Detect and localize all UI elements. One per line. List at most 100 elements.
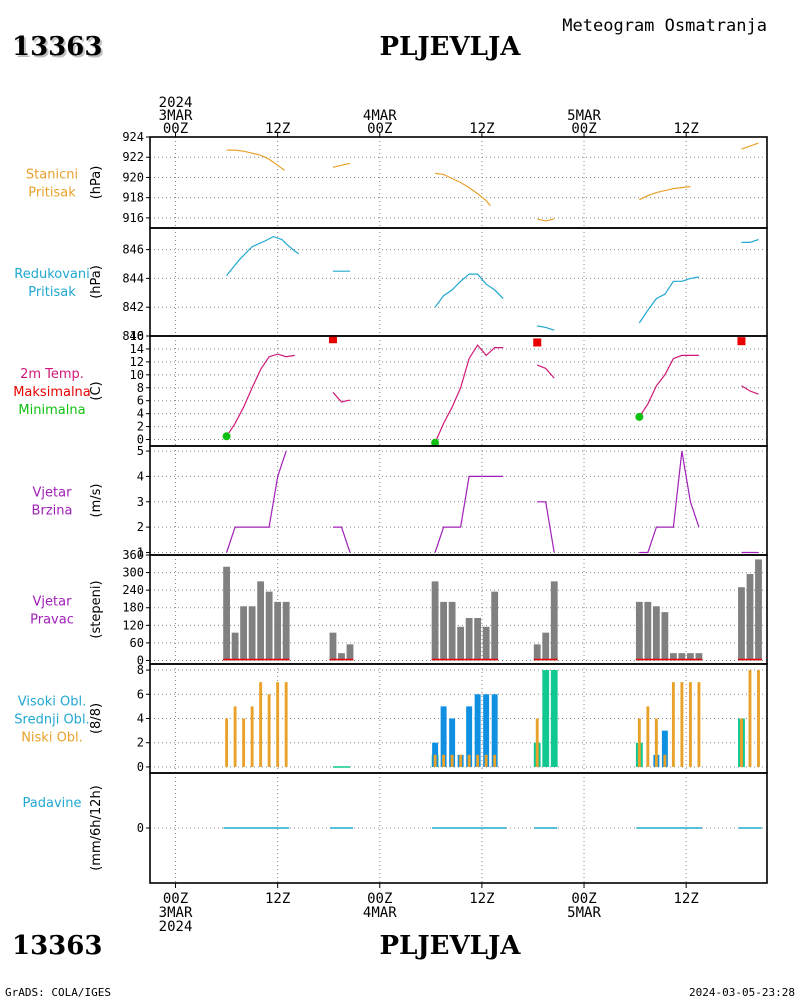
series-line [226, 235, 300, 276]
low-cloud-bar [450, 754, 454, 767]
wind-dir-bar [661, 612, 669, 661]
series-line [434, 475, 504, 553]
mid-cloud-bar [474, 694, 481, 767]
wind-dir-bar [542, 632, 550, 661]
series-line [333, 526, 351, 553]
y-axis-title: (8/8) [89, 703, 104, 734]
panel-label: Brzina [32, 504, 73, 519]
wind-dir-bar [474, 617, 482, 661]
y-tick-label: 16 [130, 329, 144, 343]
y-tick-label: 2 [137, 736, 144, 750]
wind-dir-bar [482, 626, 490, 661]
low-cloud-bar [671, 682, 675, 767]
low-cloud-bar [233, 706, 237, 767]
time-label-top: 3MAR [159, 108, 193, 124]
mid-cloud-bar [661, 730, 668, 767]
low-cloud-bar [654, 718, 658, 767]
series-line [741, 238, 759, 243]
low-cloud-bar [646, 706, 650, 767]
series-line [639, 451, 700, 554]
y-tick-label: 4 [137, 469, 144, 483]
time-label-top: 00Z [571, 121, 596, 137]
y-tick-label: 8 [137, 663, 144, 677]
series-line [741, 142, 759, 150]
y-tick-label: 1 [137, 545, 144, 559]
station-id-bottom: 13363 [12, 931, 102, 961]
low-cloud-bar [284, 682, 288, 767]
series-line [741, 385, 759, 395]
time-label-bottom: 00Z [571, 891, 596, 907]
time-label-bottom: 4MAR [363, 905, 397, 921]
max-temp-marker [737, 337, 746, 346]
low-cloud-bar [493, 754, 497, 767]
footer-right: 2024-03-05-23:28 [689, 986, 795, 999]
y-tick-label: 2 [137, 520, 144, 534]
series-line [434, 273, 504, 308]
wind-dir-bar [695, 653, 703, 661]
time-label-bottom: 5MAR [567, 905, 601, 921]
time-label-top: 12Z [265, 121, 290, 137]
wind-dir-bar [738, 587, 745, 661]
footer-left: GrADS: COLA/IGES [5, 986, 111, 999]
panel-label: Niski Obl. [21, 731, 83, 746]
panel-frame [149, 772, 768, 884]
y-axis-title: (m/s) [89, 484, 104, 518]
low-cloud-bar [688, 682, 692, 767]
panel-label: Stanicni [26, 168, 78, 183]
low-cloud-bar [225, 718, 229, 767]
y-axis-title: (hPa) [89, 166, 104, 200]
wind-dir-bar [257, 581, 265, 661]
wind-dir-bar [440, 601, 448, 661]
wind-dir-bar [678, 653, 686, 661]
series-line [226, 149, 285, 171]
wind-dir-bar [550, 581, 558, 661]
time-label-bottom: 00Z [367, 891, 392, 907]
wind-dir-bar [240, 606, 248, 661]
y-tick-label: 180 [122, 601, 144, 615]
time-label-top: 12Z [674, 121, 699, 137]
time-label-top: 2024 [159, 95, 193, 111]
wind-dir-bar [338, 653, 345, 661]
station-id-top: 13363 [12, 32, 102, 62]
low-cloud-bar [276, 682, 280, 767]
low-cloud-bar [267, 694, 271, 767]
min-temp-marker [222, 432, 231, 441]
low-cloud-bar [680, 682, 684, 767]
y-tick-label: 0 [137, 760, 144, 774]
y-tick-label: 5 [137, 444, 144, 458]
wind-dir-bar [644, 601, 652, 661]
y-tick-label: 0 [137, 821, 144, 835]
y-tick-label: 300 [122, 566, 144, 580]
series-line [332, 162, 351, 168]
y-tick-label: 0 [137, 433, 144, 447]
wind-dir-bar [346, 644, 354, 661]
series-line [434, 344, 504, 444]
panel-frame [149, 335, 768, 447]
panel-label: Padavine [23, 796, 82, 811]
y-tick-label: 8 [137, 381, 144, 395]
time-label-top: 12Z [469, 121, 494, 137]
panel-label: 2m Temp. [20, 367, 84, 382]
y-tick-label: 4 [137, 407, 144, 421]
panel-frame [149, 227, 768, 337]
high-cloud-bar [550, 670, 558, 767]
series-line [536, 364, 555, 379]
y-tick-label: 840 [122, 329, 144, 343]
y-axis-title: (stepeni) [89, 580, 104, 638]
y-tick-label: 924 [122, 130, 144, 144]
min-temp-marker [635, 412, 644, 421]
wind-dir-bar [248, 606, 256, 661]
wind-dir-bar [465, 617, 473, 661]
wind-dir-bar [282, 601, 290, 661]
wind-dir-bar [329, 632, 337, 661]
series-line [435, 172, 491, 207]
low-cloud-bar [467, 754, 471, 767]
y-tick-label: 240 [122, 583, 144, 597]
low-cloud-bar [250, 706, 254, 767]
panel-label: Maksimalna [13, 385, 91, 400]
low-cloud-bar [259, 682, 263, 767]
wind-dir-bar [755, 559, 762, 661]
series-line [537, 218, 555, 222]
low-cloud-bar [484, 754, 488, 767]
